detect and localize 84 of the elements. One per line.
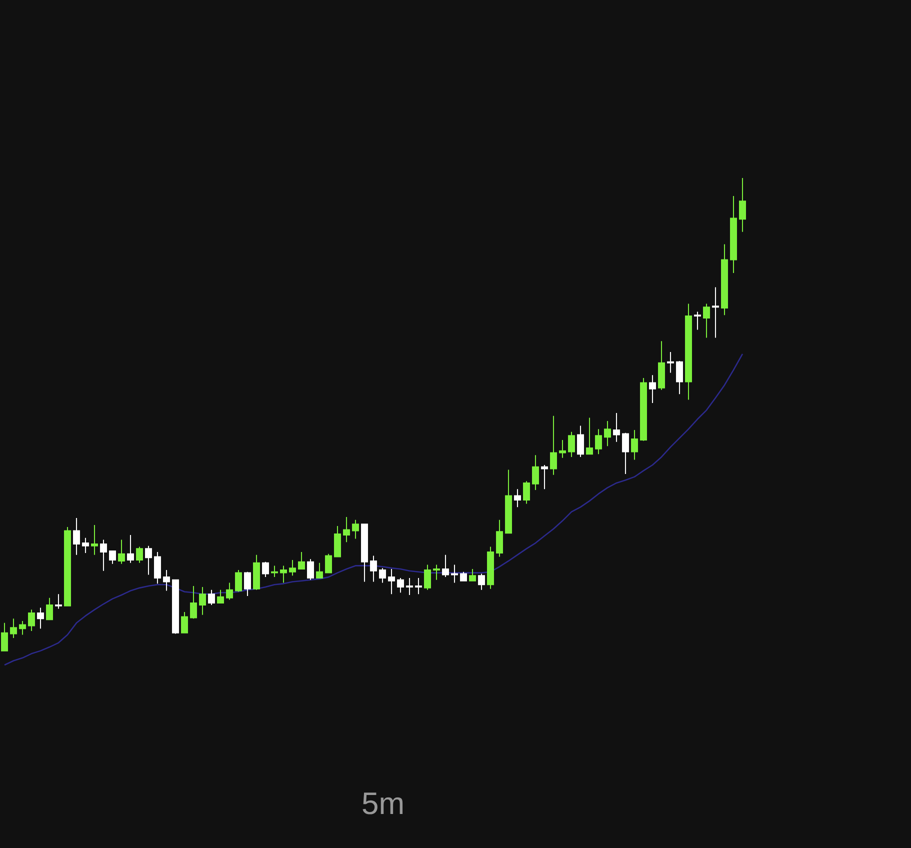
candlestick	[10, 618, 17, 639]
candlestick	[505, 469, 512, 534]
candlestick	[712, 286, 719, 338]
candlestick	[64, 526, 71, 606]
candlestick	[541, 464, 548, 490]
candlestick	[433, 564, 440, 580]
candlestick	[532, 454, 539, 491]
candlestick	[1, 622, 8, 652]
candlestick	[658, 340, 665, 390]
candlestick	[361, 524, 368, 582]
candlestick	[37, 607, 44, 630]
candlestick	[253, 554, 260, 590]
candlestick	[316, 562, 323, 578]
candlestick	[613, 412, 620, 442]
candlestick	[721, 244, 728, 316]
candlestick	[496, 519, 503, 558]
candlestick	[703, 303, 710, 338]
text: 5m	[361, 786, 405, 821]
candlestick	[523, 480, 530, 504]
candlestick	[622, 432, 629, 474]
candlestick	[307, 558, 314, 580]
candlestick	[118, 539, 125, 564]
candlestick	[334, 525, 341, 558]
candlestick	[667, 351, 674, 374]
candlestick	[19, 620, 26, 636]
candlestick	[91, 524, 98, 556]
candlestick	[82, 537, 89, 554]
candlestick	[181, 612, 188, 634]
candlestick	[370, 555, 377, 582]
candlestick	[343, 516, 350, 543]
candlestick	[163, 569, 170, 592]
candlestick	[226, 582, 233, 600]
candlestick	[208, 589, 215, 606]
candlestick	[388, 568, 395, 595]
candlestick	[199, 586, 206, 616]
candlestick	[559, 439, 566, 458]
candlestick	[73, 517, 80, 556]
candlestick	[46, 597, 53, 620]
candlestick	[172, 579, 179, 634]
candlestick	[478, 573, 485, 590]
candlestick	[127, 534, 134, 564]
candlestick	[514, 488, 521, 508]
candlestick	[469, 568, 476, 582]
candlestick	[100, 539, 107, 572]
candlestick	[676, 360, 683, 395]
candlestick	[568, 431, 575, 458]
candlestick	[406, 578, 413, 596]
candlestick	[685, 303, 692, 400]
candlestick	[109, 550, 116, 564]
candlestick	[595, 428, 602, 455]
candlestick	[550, 415, 557, 476]
candlestick	[154, 551, 161, 584]
candlestick	[487, 546, 494, 590]
candlestick	[640, 378, 647, 442]
candlestick	[379, 568, 386, 584]
candlestick	[631, 430, 638, 460]
candlestick	[649, 374, 656, 404]
candlestick	[145, 545, 152, 576]
candlestick	[442, 554, 449, 578]
candlestick	[289, 560, 296, 576]
candlestick	[55, 594, 62, 610]
candlestick	[136, 546, 143, 564]
candlestick	[217, 589, 224, 604]
candlestick	[28, 609, 35, 632]
candlestick	[325, 553, 332, 574]
candlestick	[424, 564, 431, 590]
candlestick	[262, 561, 269, 578]
candlestick	[451, 564, 458, 584]
candlestick	[280, 565, 287, 584]
candlestick	[235, 569, 242, 592]
candlestick	[397, 578, 404, 594]
candlestick	[730, 195, 737, 274]
candlestick	[577, 425, 584, 458]
candlestick	[271, 565, 278, 578]
candlestick	[739, 178, 746, 232]
candlestick	[415, 578, 422, 595]
candlestick	[352, 519, 359, 540]
candlestick	[244, 571, 251, 596]
candlestick	[604, 420, 611, 447]
candlestick	[190, 586, 197, 620]
candlestick	[298, 551, 305, 570]
candlestick	[586, 417, 593, 455]
candlestick	[460, 571, 467, 582]
candlestick	[694, 311, 701, 330]
